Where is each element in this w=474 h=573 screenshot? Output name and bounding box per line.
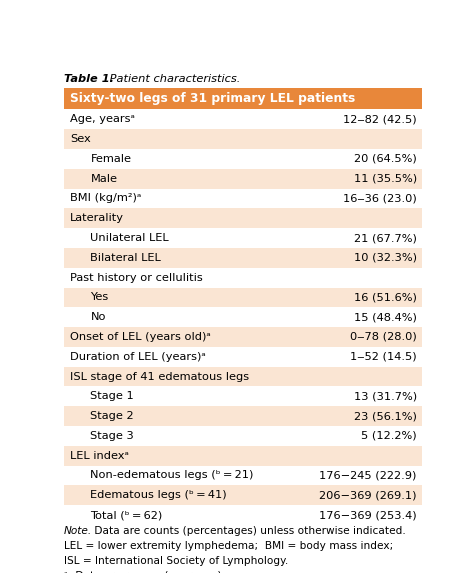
Bar xyxy=(64,268,422,288)
Bar xyxy=(64,446,422,466)
Bar xyxy=(64,406,422,426)
Text: Unilateral LEL: Unilateral LEL xyxy=(91,233,169,243)
Text: Patient characteristics.: Patient characteristics. xyxy=(106,73,240,84)
Bar xyxy=(64,347,422,367)
Text: BMI (kg/m²)ᵃ: BMI (kg/m²)ᵃ xyxy=(70,194,142,203)
Text: Stage 1: Stage 1 xyxy=(91,391,134,401)
Bar xyxy=(64,327,422,347)
Bar xyxy=(64,386,422,406)
Bar xyxy=(64,307,422,327)
Text: ISL stage of 41 edematous legs: ISL stage of 41 edematous legs xyxy=(70,371,249,382)
Text: Edematous legs (ᵇ = 41): Edematous legs (ᵇ = 41) xyxy=(91,490,227,500)
Bar xyxy=(64,88,422,109)
Text: Table 1.: Table 1. xyxy=(64,73,114,84)
Bar xyxy=(64,367,422,386)
Text: Laterality: Laterality xyxy=(70,213,124,223)
Text: 11 (35.5%): 11 (35.5%) xyxy=(354,174,417,184)
Text: Past history or cellulitis: Past history or cellulitis xyxy=(70,273,203,282)
Text: Data are counts (percentages) unless otherwise indicated.: Data are counts (percentages) unless oth… xyxy=(91,526,406,536)
Text: No: No xyxy=(91,312,106,322)
Text: 176−369 (253.4): 176−369 (253.4) xyxy=(319,510,417,520)
Text: 15 (48.4%): 15 (48.4%) xyxy=(354,312,417,322)
Text: 10 (32.3%): 10 (32.3%) xyxy=(354,253,417,263)
Text: 21 (67.7%): 21 (67.7%) xyxy=(354,233,417,243)
Text: 0‒78 (28.0): 0‒78 (28.0) xyxy=(350,332,417,342)
Text: Total (ᵇ = 62): Total (ᵇ = 62) xyxy=(91,510,163,520)
Text: Non-edematous legs (ᵇ = 21): Non-edematous legs (ᵇ = 21) xyxy=(91,470,254,481)
Bar xyxy=(64,466,422,485)
Text: ISL = International Society of Lymphology.: ISL = International Society of Lympholog… xyxy=(64,556,288,566)
Text: Stage 2: Stage 2 xyxy=(91,411,134,421)
Text: 206−369 (269.1): 206−369 (269.1) xyxy=(319,490,417,500)
Bar xyxy=(64,228,422,248)
Bar xyxy=(64,426,422,446)
Bar xyxy=(64,149,422,169)
Text: 12‒82 (42.5): 12‒82 (42.5) xyxy=(343,115,417,124)
Text: Stage 3: Stage 3 xyxy=(91,431,134,441)
Text: Bilateral LEL: Bilateral LEL xyxy=(91,253,161,263)
Bar xyxy=(64,288,422,307)
Text: LEL indexᵃ: LEL indexᵃ xyxy=(70,451,129,461)
Text: Duration of LEL (years)ᵃ: Duration of LEL (years)ᵃ xyxy=(70,352,206,362)
Text: 1‒52 (14.5): 1‒52 (14.5) xyxy=(350,352,417,362)
Bar xyxy=(64,209,422,228)
Bar xyxy=(64,505,422,525)
Text: ᵃ: ᵃ xyxy=(64,571,67,573)
Text: Sex: Sex xyxy=(70,134,91,144)
Text: 13 (31.7%): 13 (31.7%) xyxy=(354,391,417,401)
Text: Onset of LEL (years old)ᵃ: Onset of LEL (years old)ᵃ xyxy=(70,332,211,342)
Text: Sixty-two legs of 31 primary LEL patients: Sixty-two legs of 31 primary LEL patient… xyxy=(70,92,356,105)
Text: Age, yearsᵃ: Age, yearsᵃ xyxy=(70,115,135,124)
Bar xyxy=(64,109,422,129)
Bar xyxy=(64,169,422,189)
Bar xyxy=(64,248,422,268)
Text: 23 (56.1%): 23 (56.1%) xyxy=(354,411,417,421)
Text: Data are ranges (averages).: Data are ranges (averages). xyxy=(72,571,225,573)
Bar xyxy=(64,189,422,209)
Bar xyxy=(64,129,422,149)
Text: Male: Male xyxy=(91,174,118,184)
Text: Note.: Note. xyxy=(64,526,92,536)
Text: 16‒36 (23.0): 16‒36 (23.0) xyxy=(343,194,417,203)
Bar xyxy=(64,485,422,505)
Text: 5 (12.2%): 5 (12.2%) xyxy=(361,431,417,441)
Text: Yes: Yes xyxy=(91,292,109,303)
Text: 16 (51.6%): 16 (51.6%) xyxy=(354,292,417,303)
Text: LEL = lower extremity lymphedema;  BMI = body mass index;: LEL = lower extremity lymphedema; BMI = … xyxy=(64,541,393,551)
Text: 176−245 (222.9): 176−245 (222.9) xyxy=(319,470,417,481)
Text: Female: Female xyxy=(91,154,131,164)
Text: 20 (64.5%): 20 (64.5%) xyxy=(354,154,417,164)
